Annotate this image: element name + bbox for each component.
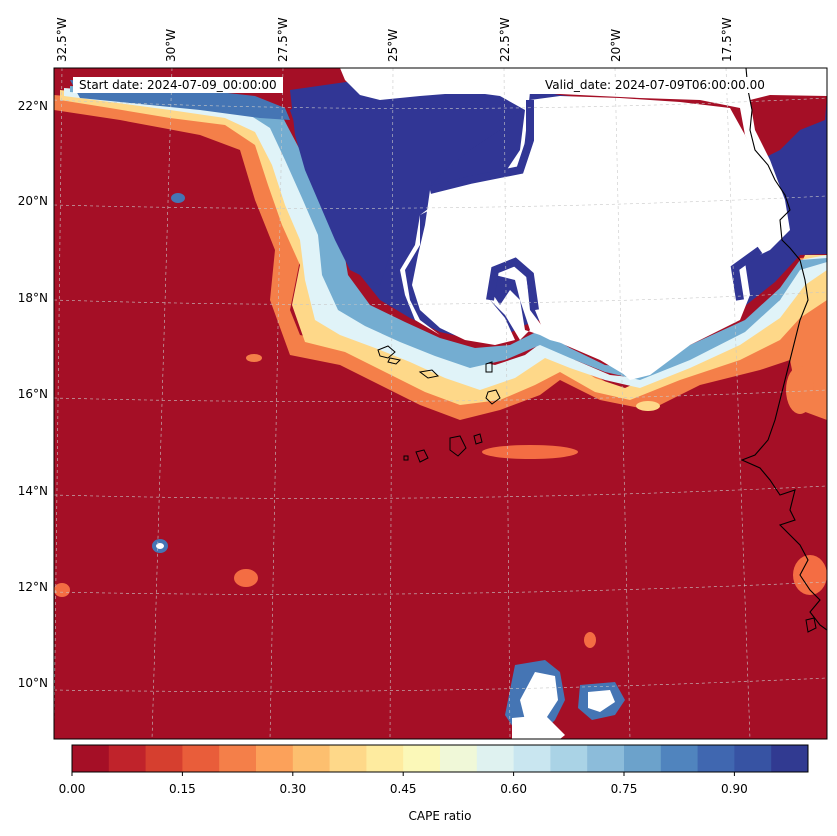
- lat-label-16n: 16°N: [17, 387, 48, 401]
- valid-date-label: Valid_date: 2024-07-09T06:00:00.00: [539, 77, 771, 93]
- south-blob-white: [520, 672, 558, 720]
- colorbar-level-5: [256, 745, 294, 772]
- warm-cell: [54, 583, 70, 597]
- colorbar-level-11: [476, 745, 515, 772]
- lon-label-30w: 30°W: [164, 28, 178, 62]
- colorbar-level-14: [587, 745, 625, 772]
- lat-label-14n: 14°N: [17, 484, 48, 498]
- warm-cell: [786, 366, 814, 414]
- gridlines: [54, 68, 827, 739]
- lat-label-10n: 10°N: [17, 676, 48, 690]
- lat-label-12n: 12°N: [17, 580, 48, 594]
- colorbar-tick-label: 0.90: [721, 782, 748, 796]
- colorbar-tick-label: 0.45: [389, 782, 417, 796]
- colorbar-level-2: [145, 745, 183, 772]
- colorbar: [71, 744, 809, 776]
- colorbar-level-4: [219, 745, 257, 772]
- colorbar-level-19: [771, 745, 809, 772]
- colorbar-level-6: [292, 745, 331, 772]
- warm-cell: [171, 193, 185, 203]
- colorbar-level-17: [697, 745, 735, 772]
- lon-label-27-5w: 27.5°W: [276, 17, 290, 62]
- colorbar-level-13: [550, 745, 588, 772]
- colorbar-level-0: [72, 745, 110, 772]
- colorbar-tick-label: 0.30: [279, 782, 307, 796]
- masked-no-data-core: [412, 96, 785, 378]
- warm-cell: [234, 569, 258, 587]
- warm-cell: [636, 401, 660, 411]
- lon-label-17-5w: 17.5°W: [720, 17, 734, 62]
- colorbar-tick-label: 0.60: [500, 782, 527, 796]
- africa-coastline: [740, 68, 827, 631]
- colorbar-level-16: [660, 745, 699, 772]
- start-date-label: Start date: 2024-07-09_00:00:00: [73, 77, 283, 93]
- lon-label-22-5w: 22.5°W: [498, 17, 512, 62]
- island-small: [805, 617, 817, 633]
- warm-cell: [482, 445, 578, 459]
- south-blob-2-white: [588, 690, 615, 712]
- colorbar-level-7: [329, 745, 367, 772]
- colorbar-tick-label: 0.00: [58, 782, 86, 796]
- colorbar-label: CAPE ratio: [408, 809, 472, 823]
- mask-rim: [429, 100, 763, 311]
- colorbar-level-1: [108, 745, 147, 772]
- colorbar-level-10: [440, 745, 478, 772]
- lon-label-20w: 20°W: [609, 28, 623, 62]
- cape-verde-islands: [377, 345, 501, 463]
- colorbar-tick-label: 0.15: [169, 782, 196, 796]
- south-blob-3-white: [512, 715, 565, 739]
- warm-cell: [246, 354, 262, 362]
- colorbar-level-15: [624, 745, 662, 772]
- colorbar-level-12: [513, 745, 551, 772]
- lon-label-32-5w: 32.5°W: [55, 17, 69, 62]
- warm-cell: [584, 632, 596, 648]
- warm-cell: [793, 555, 827, 595]
- colorbar-level-18: [734, 745, 772, 772]
- high-ratio-region-upper: [290, 70, 520, 285]
- map-frame: [53, 67, 828, 740]
- lat-label-22n: 22°N: [17, 99, 48, 113]
- lat-label-20n: 20°N: [17, 194, 48, 208]
- warm-cell: [156, 543, 164, 549]
- colorbar-tick-label: 0.75: [610, 782, 638, 796]
- colorbar-level-8: [366, 745, 404, 772]
- colorbar-level-3: [182, 745, 220, 772]
- lat-label-18n: 18°N: [17, 291, 48, 305]
- lon-label-25w: 25°W: [386, 28, 400, 62]
- colorbar-level-9: [403, 745, 441, 772]
- colorbar-frame: [71, 744, 809, 773]
